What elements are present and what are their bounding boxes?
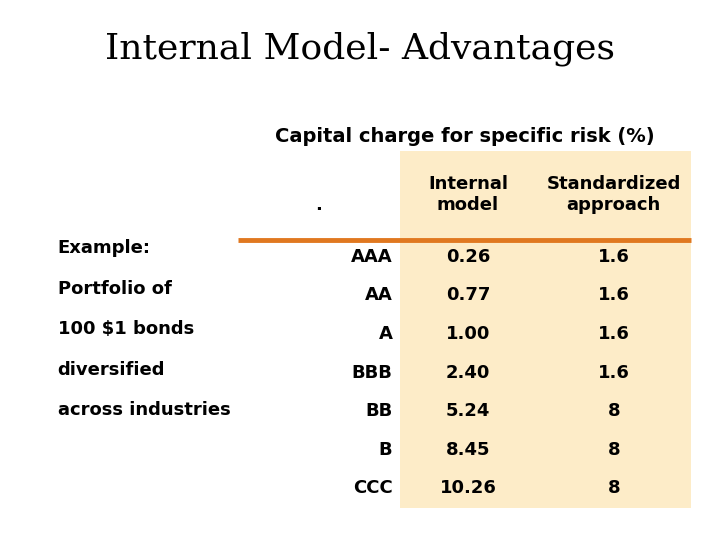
FancyBboxPatch shape	[400, 315, 536, 353]
Text: 0.77: 0.77	[446, 286, 490, 305]
Text: across industries: across industries	[58, 401, 230, 420]
FancyBboxPatch shape	[400, 430, 536, 469]
FancyBboxPatch shape	[536, 392, 691, 430]
FancyBboxPatch shape	[536, 315, 691, 353]
Text: 8: 8	[608, 441, 620, 459]
FancyBboxPatch shape	[536, 469, 691, 508]
FancyBboxPatch shape	[536, 151, 691, 238]
Text: Capital charge for specific risk (%): Capital charge for specific risk (%)	[274, 127, 654, 146]
FancyBboxPatch shape	[400, 353, 536, 392]
Text: 8.45: 8.45	[446, 441, 490, 459]
FancyBboxPatch shape	[536, 353, 691, 392]
Text: 0.26: 0.26	[446, 248, 490, 266]
Text: Example:: Example:	[58, 239, 150, 258]
FancyBboxPatch shape	[400, 276, 536, 315]
FancyBboxPatch shape	[400, 238, 536, 276]
FancyBboxPatch shape	[400, 392, 536, 430]
Text: diversified: diversified	[58, 361, 165, 379]
Text: 8: 8	[608, 480, 620, 497]
FancyBboxPatch shape	[536, 430, 691, 469]
Text: 1.6: 1.6	[598, 286, 630, 305]
Text: 1.6: 1.6	[598, 248, 630, 266]
Text: AA: AA	[364, 286, 392, 305]
Text: 1.00: 1.00	[446, 325, 490, 343]
Text: 100 $1 bonds: 100 $1 bonds	[58, 320, 194, 339]
Text: .: .	[315, 196, 322, 214]
Text: 1.6: 1.6	[598, 363, 630, 382]
Text: 10.26: 10.26	[440, 480, 496, 497]
FancyBboxPatch shape	[400, 151, 536, 238]
Text: AAA: AAA	[351, 248, 392, 266]
Text: CCC: CCC	[353, 480, 392, 497]
Text: Standardized
approach: Standardized approach	[546, 175, 681, 214]
Text: Internal
model: Internal model	[428, 175, 508, 214]
FancyBboxPatch shape	[536, 238, 691, 276]
Text: 8: 8	[608, 402, 620, 420]
FancyBboxPatch shape	[400, 469, 536, 508]
Text: B: B	[379, 441, 392, 459]
Text: 1.6: 1.6	[598, 325, 630, 343]
Text: 5.24: 5.24	[446, 402, 490, 420]
Text: Internal Model- Advantages: Internal Model- Advantages	[105, 31, 615, 66]
Text: A: A	[379, 325, 392, 343]
FancyBboxPatch shape	[536, 276, 691, 315]
Text: Portfolio of: Portfolio of	[58, 280, 171, 298]
Text: BBB: BBB	[351, 363, 392, 382]
Text: 2.40: 2.40	[446, 363, 490, 382]
Text: BB: BB	[365, 402, 392, 420]
